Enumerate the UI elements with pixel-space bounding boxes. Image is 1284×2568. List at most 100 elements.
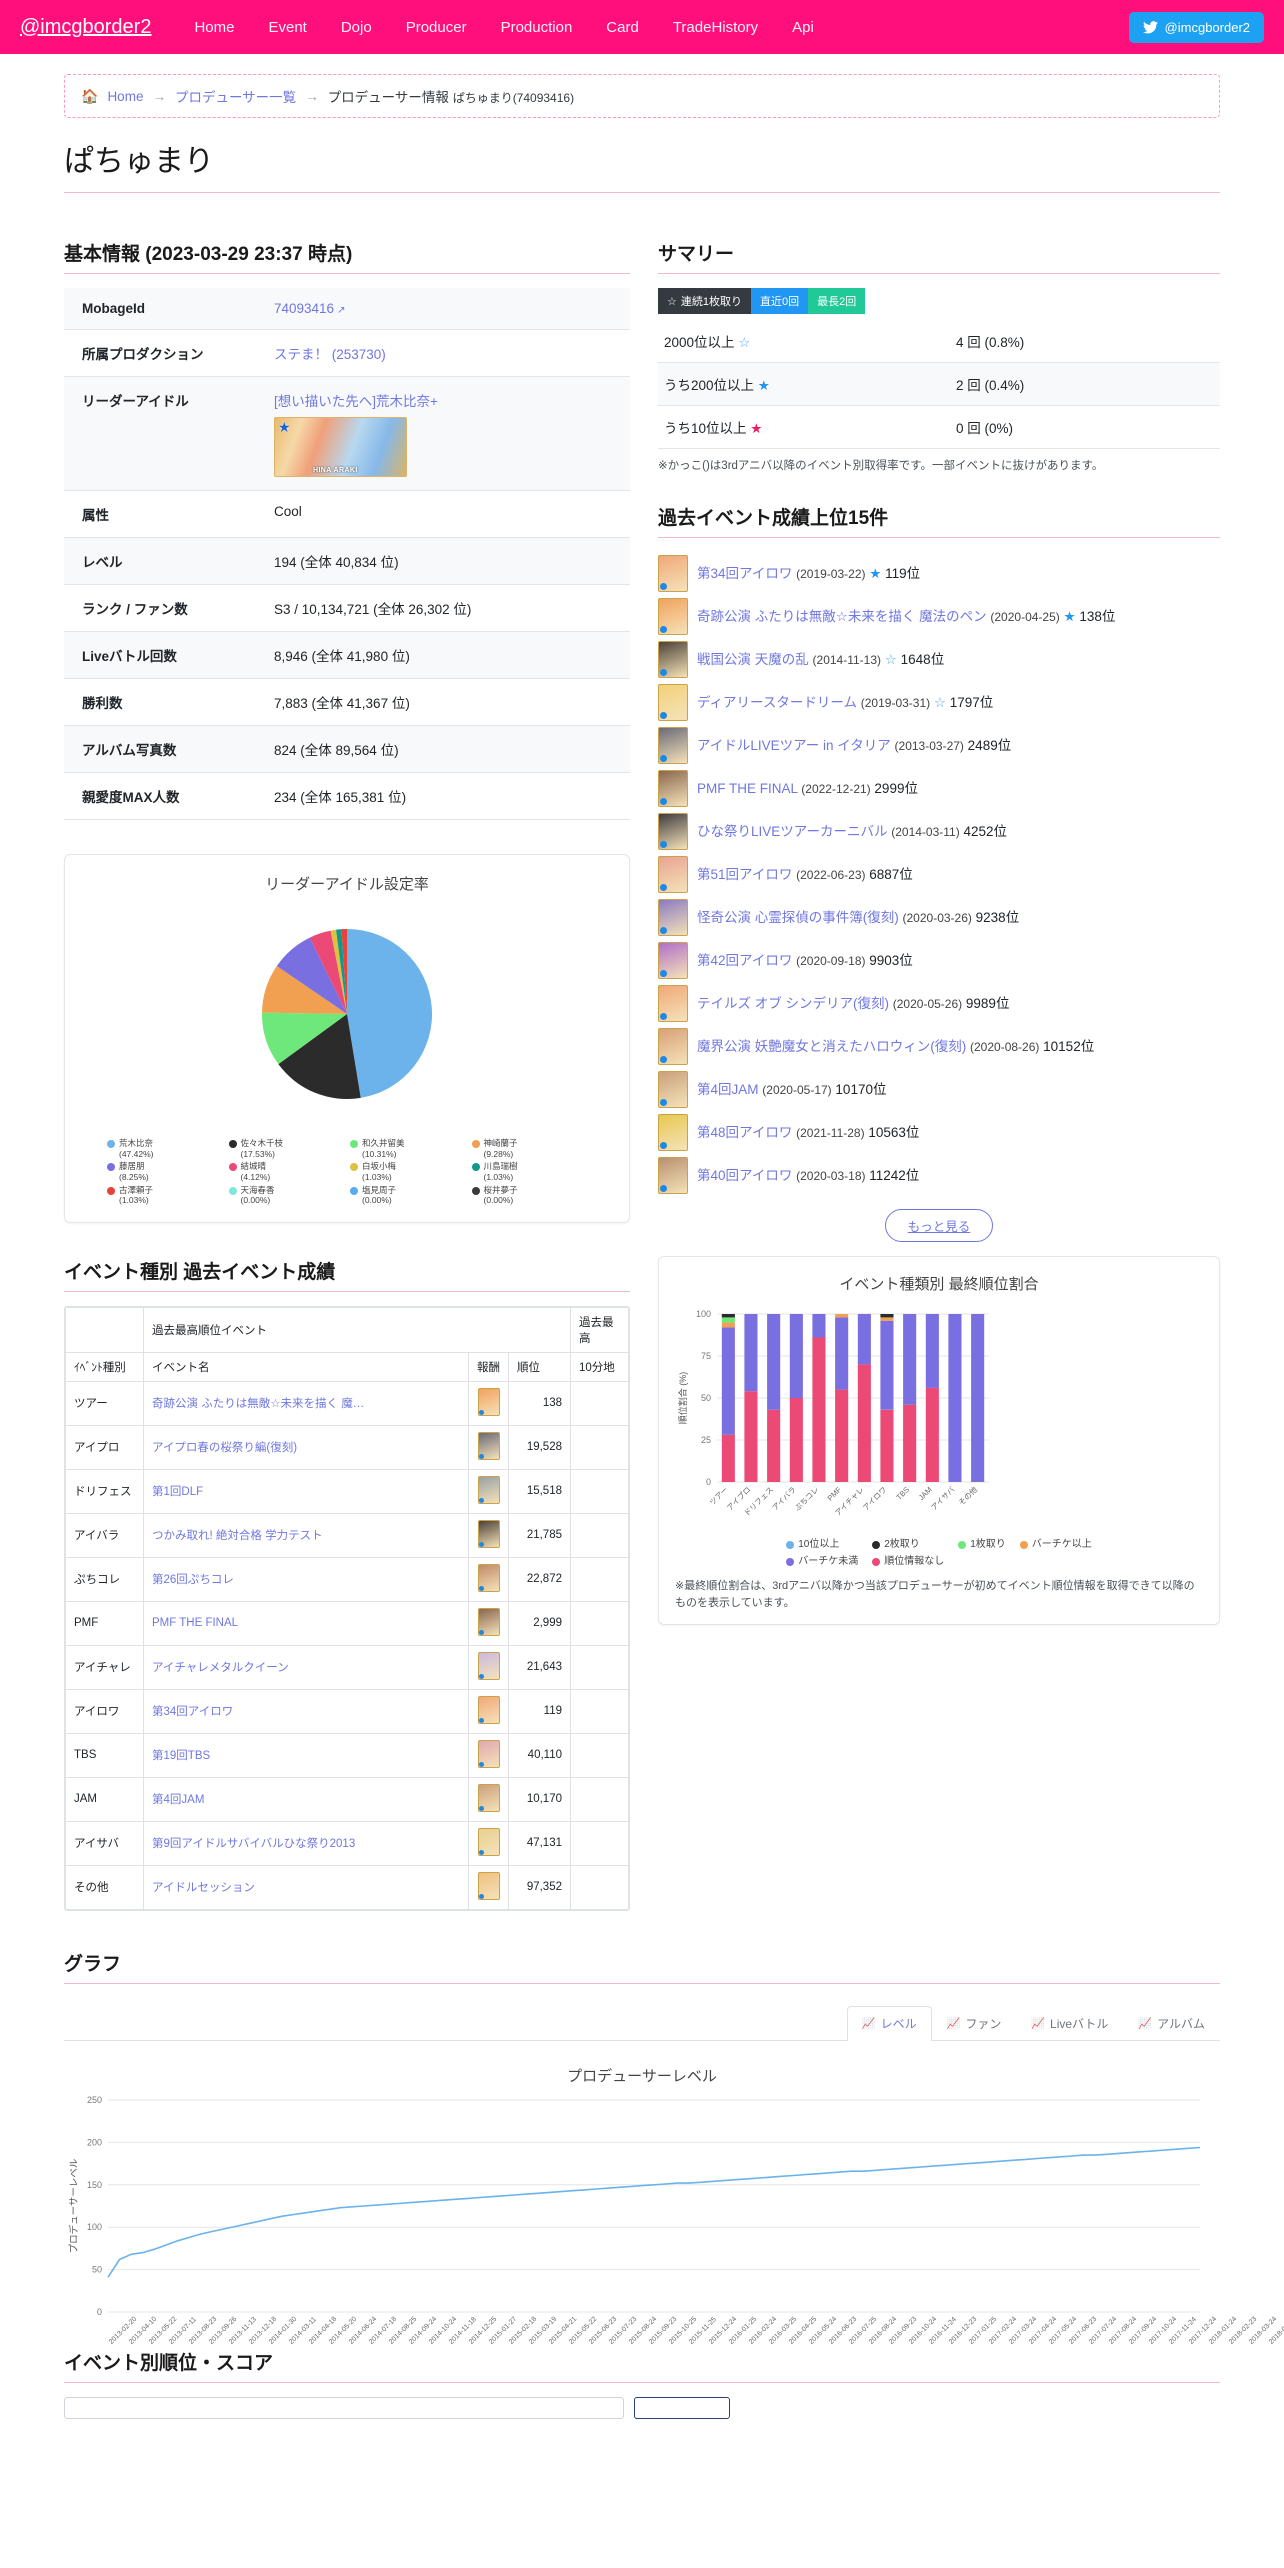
pie-legend-item[interactable]: 和久井留美 (10.31%) [350,1138,466,1159]
bar-segment[interactable] [880,1410,894,1483]
bar-segment[interactable] [721,1435,735,1483]
event-name-link[interactable]: アイプロ春の桜祭り編(復刻) [152,1442,298,1455]
bar-segment[interactable] [835,1389,849,1483]
pie-legend-item[interactable]: 白坂小梅 (1.03%) [350,1161,466,1182]
nav-link-api[interactable]: Api [792,18,814,36]
pie-legend-item[interactable]: 天海春香 (0.00%) [228,1185,345,1206]
nav-brand[interactable]: @imcgborder2 [20,15,152,38]
pie-slice[interactable] [341,929,348,1014]
bar-segment[interactable] [789,1314,803,1399]
bar-segment[interactable] [971,1314,985,1483]
bar-legend-item[interactable]: 10位以上 [786,1539,858,1552]
event-card-thumbnail[interactable] [658,641,688,679]
reward-card-thumbnail[interactable] [477,1739,500,1768]
past-event-link[interactable]: 奇跡公演 ふたりは無敵☆未来を描く 魔法のペン [697,608,987,624]
pie-slice[interactable] [261,1012,347,1065]
event-card-thumbnail[interactable] [658,1157,688,1195]
event-card-thumbnail[interactable] [658,1028,688,1066]
bar-segment[interactable] [767,1410,781,1483]
past-event-link[interactable]: アイドルLIVEツアー in イタリア [697,737,891,753]
bar-segment[interactable] [789,1398,803,1483]
pie-legend-item[interactable]: 川島瑞樹 (1.03%) [471,1161,588,1182]
past-event-link[interactable]: 第51回アイロワ [697,866,793,882]
pie-legend-item[interactable]: 荒木比奈 (47.42%) [107,1138,223,1159]
twitter-button[interactable]: @imcgborder2 [1128,11,1264,43]
reward-card-thumbnail[interactable] [477,1519,500,1548]
bar-segment[interactable] [721,1327,735,1436]
past-event-link[interactable]: 怪奇公演 心霊探偵の事件簿(復刻) [697,909,899,925]
bar-legend-item[interactable]: 1枚取り [958,1539,1006,1552]
past-event-link[interactable]: 第40回アイロワ [697,1167,793,1183]
nav-link-dojo[interactable]: Dojo [340,18,372,36]
event-card-thumbnail[interactable] [658,985,688,1023]
past-event-link[interactable]: 第48回アイロワ [697,1124,793,1140]
tab-level[interactable]: 📈 レベル [846,2005,932,2041]
leader-idol-card-thumbnail[interactable] [274,417,407,477]
past-event-link[interactable]: 第4回JAM [697,1081,759,1097]
pie-slice[interactable] [276,937,347,1014]
pie-legend-item[interactable]: 結城晴 (4.12%) [228,1161,345,1182]
reward-card-thumbnail[interactable] [477,1475,500,1504]
past-event-link[interactable]: 魔界公演 妖艶魔女と消えたハロウィン(復刻) [697,1038,967,1054]
bar-segment[interactable] [767,1314,781,1411]
tab-live-battle[interactable]: 📈 Liveバトル [1016,2006,1123,2040]
bar-segment[interactable] [880,1317,894,1322]
nav-link-event[interactable]: Event [268,18,307,36]
bar-segment[interactable] [721,1322,735,1328]
event-name-link[interactable]: アイドルセッション [152,1882,255,1895]
past-event-link[interactable]: 戦国公演 天魔の乱 [697,651,809,667]
pie-legend-item[interactable]: 桜井夢子 (0.00%) [471,1185,588,1206]
bar-segment[interactable] [857,1314,871,1365]
pie-legend-item[interactable]: 藤居朋 (8.25%) [107,1161,223,1182]
event-name-link[interactable]: つかみ取れ! 絶対合格 学力テスト [152,1530,323,1543]
past-event-link[interactable]: PMF THE FINAL [697,780,798,796]
bar-legend-item[interactable]: バーチケ未満 [786,1556,858,1569]
bar-segment[interactable] [857,1364,871,1483]
pie-slice[interactable] [347,929,433,1098]
event-card-thumbnail[interactable] [658,856,688,894]
event-name-link[interactable]: 第4回JAM [152,1794,205,1807]
pie-legend-item[interactable]: 神崎蘭子 (9.28%) [471,1138,588,1159]
bar-segment[interactable] [812,1314,826,1338]
event-card-thumbnail[interactable] [658,598,688,636]
nav-link-producer[interactable]: Producer [405,18,467,36]
more-button[interactable]: もっと見る [884,1209,994,1243]
event-card-thumbnail[interactable] [658,555,688,593]
basic-info-link[interactable]: ステま！ (253730) [274,347,386,362]
pie-legend-item[interactable]: 古澤頼子 (1.03%) [107,1185,223,1206]
reward-card-thumbnail[interactable] [477,1783,500,1812]
pie-slice[interactable] [309,930,347,1014]
breadcrumb-home[interactable]: Home [107,88,144,104]
event-name-link[interactable]: 第26回ぷちコレ [152,1574,234,1587]
past-event-link[interactable]: 第34回アイロワ [697,565,793,581]
event-card-thumbnail[interactable] [658,942,688,980]
bar-legend-item[interactable]: 順位情報なし [872,1556,944,1569]
bar-segment[interactable] [744,1391,758,1483]
bar-segment[interactable] [721,1317,735,1323]
event-card-thumbnail[interactable] [658,1114,688,1152]
reward-card-thumbnail[interactable] [477,1827,500,1856]
event-name-link[interactable]: 第1回DLF [152,1486,204,1499]
pie-legend-item[interactable]: 佐々木千枝 (17.53%) [228,1138,345,1159]
bar-segment[interactable] [812,1337,826,1483]
event-name-link[interactable]: アイチャレメタルクイーン [152,1662,289,1675]
reward-card-thumbnail[interactable] [477,1651,500,1680]
event-card-thumbnail[interactable] [658,813,688,851]
reward-card-thumbnail[interactable] [477,1695,500,1724]
bar-segment[interactable] [880,1320,894,1410]
event-name-link[interactable]: PMF THE FINAL [152,1617,239,1630]
event-name-link[interactable]: 第9回アイドルサバイバルひな祭り2013 [152,1838,356,1851]
event-name-link[interactable]: 奇跡公演 ふたりは無敵☆未来を描く 魔… [152,1398,365,1411]
event-card-thumbnail[interactable] [658,684,688,722]
nav-link-card[interactable]: Card [606,18,639,36]
bar-segment[interactable] [835,1314,849,1318]
bar-segment[interactable] [903,1314,917,1405]
event-rank-search-button[interactable] [634,2396,730,2419]
bar-segment[interactable] [925,1314,939,1389]
reward-card-thumbnail[interactable] [477,1387,500,1416]
past-event-link[interactable]: テイルズ オブ シンデリア(復刻) [697,995,889,1011]
bar-legend-item[interactable]: バーチケ以上 [1019,1539,1092,1552]
event-rank-search-input[interactable] [64,2396,624,2419]
event-card-thumbnail[interactable] [658,899,688,937]
basic-info-link[interactable]: [想い描いた先へ]荒木比奈+ [274,394,438,409]
